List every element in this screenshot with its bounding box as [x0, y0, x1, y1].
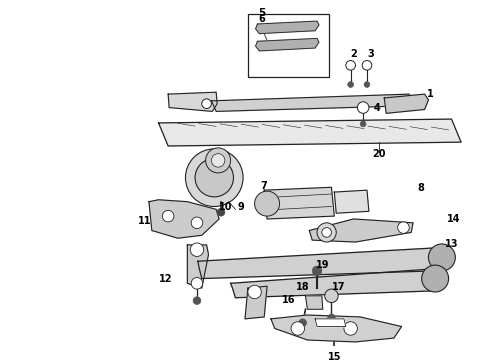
Text: 10: 10 — [219, 202, 233, 212]
Circle shape — [202, 99, 211, 108]
Circle shape — [328, 314, 335, 322]
Circle shape — [195, 158, 233, 197]
Polygon shape — [309, 219, 413, 242]
Polygon shape — [149, 200, 219, 238]
Polygon shape — [256, 39, 319, 51]
Text: 6: 6 — [258, 14, 265, 24]
Text: 17: 17 — [332, 282, 346, 292]
Circle shape — [312, 266, 322, 276]
Circle shape — [190, 243, 204, 256]
Circle shape — [330, 348, 338, 356]
Circle shape — [299, 319, 306, 327]
Polygon shape — [334, 190, 369, 213]
Circle shape — [428, 244, 455, 271]
Text: 1: 1 — [427, 89, 434, 99]
Polygon shape — [305, 296, 323, 309]
Text: 9: 9 — [238, 202, 245, 212]
Circle shape — [248, 285, 261, 299]
Text: 16: 16 — [282, 294, 296, 305]
Polygon shape — [187, 245, 209, 288]
Polygon shape — [256, 21, 319, 33]
Circle shape — [206, 148, 231, 173]
Text: 2: 2 — [350, 49, 357, 59]
Circle shape — [346, 60, 355, 70]
Circle shape — [364, 82, 370, 87]
Circle shape — [191, 217, 203, 229]
Circle shape — [185, 149, 243, 207]
Polygon shape — [168, 92, 217, 111]
Circle shape — [162, 210, 174, 222]
Circle shape — [193, 297, 201, 305]
Text: 5: 5 — [258, 8, 265, 18]
Polygon shape — [198, 248, 447, 279]
Text: 14: 14 — [447, 214, 460, 224]
Text: 19: 19 — [316, 260, 330, 270]
Circle shape — [325, 289, 338, 302]
Polygon shape — [264, 187, 334, 219]
Text: 12: 12 — [159, 274, 172, 284]
Circle shape — [357, 102, 369, 113]
Text: 15: 15 — [328, 352, 341, 360]
Text: 3: 3 — [368, 49, 374, 59]
Text: 20: 20 — [372, 149, 385, 159]
Circle shape — [211, 154, 225, 167]
Polygon shape — [384, 94, 428, 113]
Polygon shape — [315, 319, 346, 327]
Text: 8: 8 — [417, 183, 424, 193]
Circle shape — [317, 223, 336, 242]
Text: 7: 7 — [261, 181, 268, 191]
Text: 18: 18 — [296, 282, 310, 292]
Circle shape — [255, 191, 280, 216]
Circle shape — [344, 322, 357, 335]
Circle shape — [348, 82, 353, 87]
Circle shape — [291, 322, 305, 335]
Polygon shape — [211, 94, 413, 111]
Polygon shape — [271, 315, 401, 342]
Text: 11: 11 — [138, 216, 152, 226]
Circle shape — [422, 265, 449, 292]
Circle shape — [217, 208, 225, 216]
Polygon shape — [245, 286, 267, 319]
Polygon shape — [231, 269, 442, 298]
Circle shape — [360, 121, 366, 127]
Circle shape — [398, 222, 409, 233]
FancyBboxPatch shape — [248, 14, 329, 77]
Circle shape — [322, 228, 331, 237]
Polygon shape — [159, 119, 461, 146]
Circle shape — [191, 278, 203, 289]
Text: 4: 4 — [373, 103, 380, 113]
Text: 13: 13 — [445, 239, 458, 249]
Circle shape — [362, 60, 372, 70]
